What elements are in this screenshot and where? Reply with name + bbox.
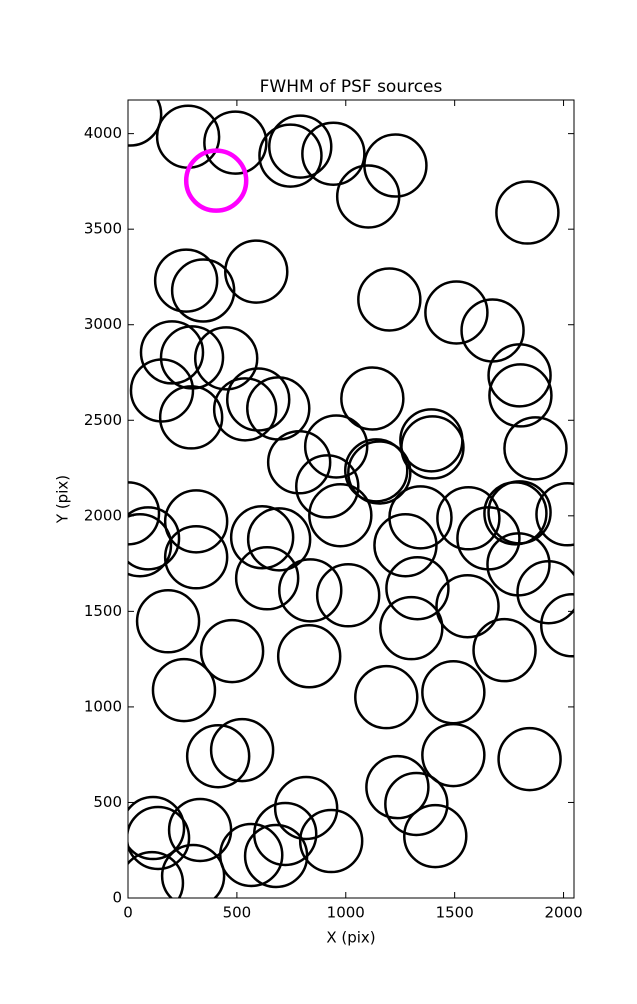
source-circle [139,320,205,385]
source-circle [308,482,373,548]
source-circle [295,454,360,519]
source-circle [273,775,339,841]
source-circle [540,593,574,658]
y-tick-label: 500 [93,793,122,811]
source-circle [128,100,163,147]
y-tick-label: 1500 [84,602,122,620]
x-axis-label: X (pix) [326,929,375,947]
source-circle [385,555,450,621]
source-circle [209,717,275,783]
source-circle [170,258,236,323]
source-circle [199,618,265,684]
x-tick-label: 1000 [327,904,365,922]
source-circle [315,563,381,628]
source-circle [219,822,284,888]
source-circle [335,164,401,229]
source-circle [384,771,449,837]
source-circle [229,504,295,570]
source-circle [487,480,552,545]
source-circle [472,617,537,683]
source-circle [435,573,500,639]
source-circle [488,363,553,428]
source-circle [535,482,574,547]
source-circle [158,385,224,450]
plot-area [128,100,574,898]
y-tick-label: 3500 [84,220,122,238]
source-circle [403,803,468,869]
plot-frame [127,99,575,899]
source-circle [243,823,309,889]
x-tick-label: 500 [223,904,252,922]
y-tick-label: 0 [112,889,122,907]
source-circle [203,110,268,175]
source-circle [497,726,562,792]
highlight-circle [183,148,249,213]
source-circle [151,657,217,723]
source-circle [128,506,181,571]
source-circle [128,805,191,871]
x-tick-label: 1500 [436,904,474,922]
source-circle [487,343,552,408]
source-circle [516,560,574,625]
source-circle [128,481,161,546]
source-circle [163,525,229,590]
x-tick-label: 2000 [544,904,582,922]
y-tick-label: 1000 [84,697,122,715]
source-circle [193,326,259,391]
source-circle [347,440,412,505]
source-circle [160,843,226,898]
y-tick-label: 3000 [84,315,122,333]
source-circle [246,507,312,572]
source-circle [340,366,405,431]
source-circle [400,415,465,480]
source-circle [421,722,486,788]
source-circle [373,512,438,578]
source-circle [301,121,366,186]
source-circle [268,114,333,179]
y-tick-label: 2000 [84,506,122,524]
source-circle [344,438,409,503]
source-circle [128,795,186,861]
source-circle [357,267,422,332]
source-circle [278,558,343,623]
source-circle [135,589,201,654]
source-circle [503,416,568,481]
source-circle [224,239,289,304]
source-circle [276,624,342,689]
source-circle [258,123,323,188]
source-circle [365,754,430,820]
y-tick-label: 4000 [84,124,122,142]
x-tick-label: 0 [123,904,133,922]
source-circle [354,664,419,730]
source-circle [298,808,364,874]
source-circle [128,850,185,898]
source-circle [128,513,173,578]
source-circle [266,430,332,495]
source-circle [234,546,300,611]
source-circle [153,248,219,313]
source-circle [212,377,278,442]
source-circle [379,595,444,661]
source-circle [495,180,560,245]
source-circle [436,486,501,551]
chart-title: FWHM of PSF sources [260,77,443,97]
source-circle [303,414,369,479]
y-tick-label: 2500 [84,411,122,429]
source-circle [185,723,251,789]
source-circle [424,280,489,345]
y-axis-label: Y (pix) [54,475,72,524]
source-circle [129,358,195,423]
source-circle [163,489,229,554]
